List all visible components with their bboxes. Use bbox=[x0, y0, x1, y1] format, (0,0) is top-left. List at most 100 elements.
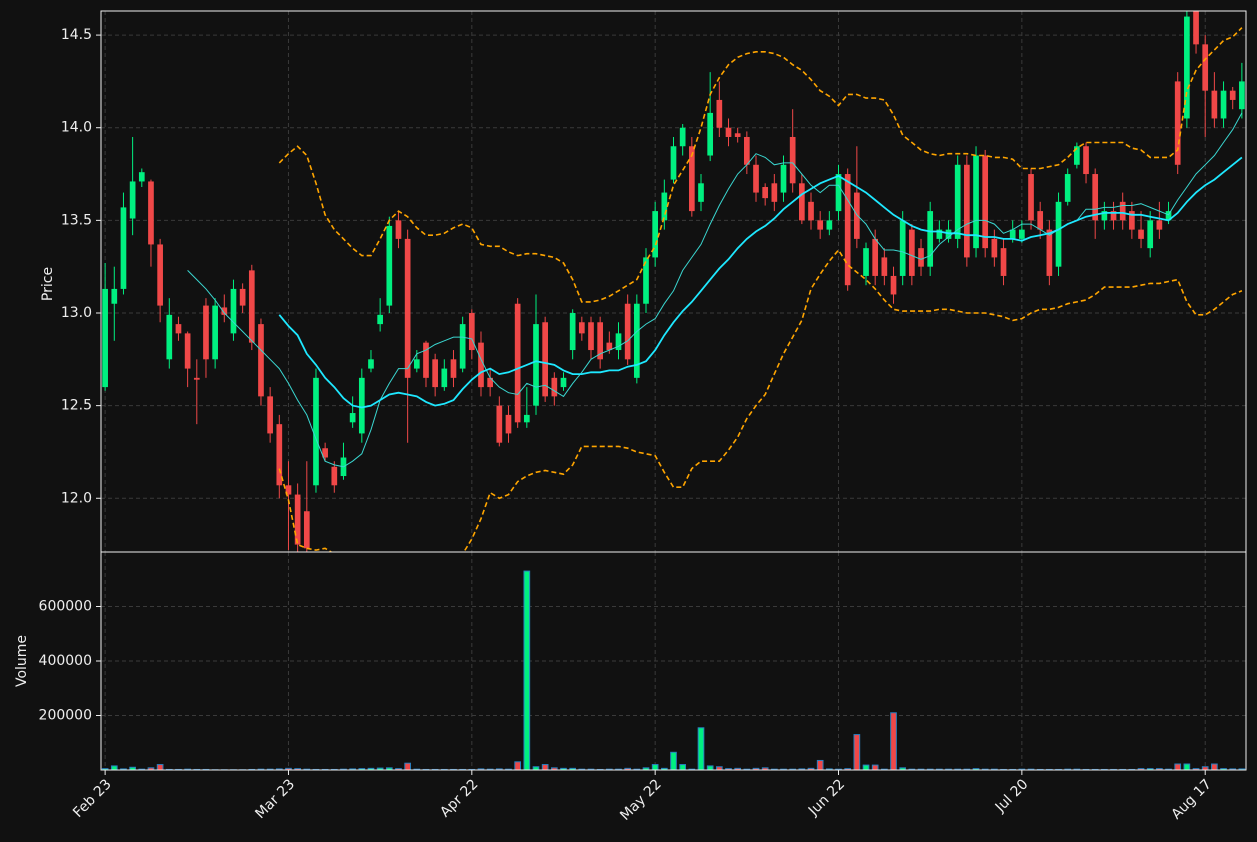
volume-bar bbox=[670, 751, 677, 770]
volume-bar bbox=[376, 767, 384, 770]
candle-body bbox=[102, 288, 108, 388]
y-tick-label: 14.0 bbox=[61, 120, 92, 136]
volume-bar bbox=[1146, 768, 1154, 770]
candle-body bbox=[1019, 229, 1025, 239]
candle-body bbox=[129, 181, 136, 219]
candle-body bbox=[991, 238, 998, 258]
candle-body bbox=[615, 333, 622, 351]
volume-bar bbox=[862, 764, 870, 770]
candle-body bbox=[230, 288, 237, 334]
candle-body bbox=[725, 127, 732, 137]
volume-bar bbox=[899, 767, 907, 770]
overlay-line bbox=[278, 156, 1243, 409]
volume-frame bbox=[100, 551, 1247, 771]
candle-body bbox=[514, 303, 521, 423]
candle-body bbox=[936, 229, 943, 239]
candle-body bbox=[1009, 229, 1016, 239]
candle-body bbox=[688, 146, 695, 212]
candle-body bbox=[1184, 16, 1190, 119]
volume-bar bbox=[816, 759, 824, 770]
candle-body bbox=[487, 377, 493, 388]
candle-body bbox=[1000, 248, 1007, 276]
candle-body bbox=[111, 288, 118, 304]
volume-bar bbox=[697, 727, 705, 770]
candle-body bbox=[560, 377, 567, 388]
candle-body bbox=[982, 155, 989, 249]
volume-bar bbox=[110, 765, 118, 770]
candle-body bbox=[313, 377, 319, 486]
volume-bar bbox=[853, 734, 861, 770]
candle-body bbox=[890, 275, 897, 295]
y-axis-label: Price bbox=[40, 267, 56, 301]
overlay-line bbox=[278, 27, 1243, 303]
volume-bar bbox=[294, 768, 301, 770]
candle-body bbox=[606, 342, 613, 351]
candle-body bbox=[248, 270, 255, 343]
candle-body bbox=[1165, 211, 1172, 221]
volume-bar bbox=[651, 764, 659, 770]
candle-body bbox=[285, 485, 292, 495]
candle-body bbox=[918, 248, 924, 267]
candle-body bbox=[1174, 81, 1181, 165]
volume-bar bbox=[1174, 763, 1182, 770]
candle-body bbox=[1092, 174, 1099, 221]
volume-tick-label: 200000 bbox=[39, 708, 92, 724]
candle-body bbox=[588, 322, 594, 351]
candle-body bbox=[432, 359, 438, 388]
price-panel bbox=[102, 11, 1245, 552]
candle-body bbox=[1156, 220, 1163, 230]
candle-body bbox=[1202, 44, 1209, 91]
candle-body bbox=[349, 413, 356, 423]
volume-axis-label: Volume bbox=[14, 635, 30, 687]
candle-body bbox=[496, 405, 503, 443]
volume-bar bbox=[761, 767, 769, 770]
candle-body bbox=[1147, 220, 1154, 249]
candle-body bbox=[368, 359, 374, 369]
candle-body bbox=[258, 324, 264, 397]
candle-body bbox=[799, 183, 805, 221]
volume-bar bbox=[1137, 768, 1145, 770]
volume-bar bbox=[642, 767, 650, 770]
volume-bar bbox=[395, 768, 402, 770]
candle-body bbox=[221, 307, 228, 315]
candle-body bbox=[1046, 229, 1053, 276]
candle-body bbox=[643, 257, 649, 304]
candle-body bbox=[505, 414, 512, 434]
candle-body bbox=[441, 368, 448, 388]
volume-bar bbox=[890, 712, 897, 770]
candle-body bbox=[597, 322, 604, 360]
volume-bar bbox=[706, 765, 714, 770]
candle-body bbox=[835, 174, 842, 212]
candle-body bbox=[1193, 11, 1199, 45]
volume-bar bbox=[404, 762, 411, 770]
candle-body bbox=[395, 220, 402, 239]
candle-body bbox=[1101, 211, 1108, 221]
candle-body bbox=[1138, 229, 1144, 239]
volume-bar bbox=[101, 768, 109, 770]
candle-body bbox=[120, 207, 127, 289]
candle-body bbox=[450, 359, 457, 378]
y-tick-label: 12.0 bbox=[61, 490, 92, 506]
candle-body bbox=[166, 314, 173, 360]
candle-body bbox=[404, 238, 411, 378]
candle-body bbox=[1028, 174, 1034, 221]
candle-body bbox=[652, 211, 659, 258]
candle-body bbox=[698, 183, 704, 202]
candle-body bbox=[789, 136, 796, 184]
y-tick-label: 14.5 bbox=[61, 27, 92, 43]
candle-body bbox=[267, 396, 273, 434]
candle-body bbox=[1229, 90, 1236, 100]
candle-body bbox=[780, 164, 787, 193]
candle-body bbox=[1083, 146, 1089, 175]
candle-body bbox=[478, 342, 484, 388]
y-tick-label: 12.5 bbox=[61, 398, 92, 414]
volume-bar bbox=[1220, 768, 1227, 770]
candle-body bbox=[276, 424, 283, 486]
candle-body bbox=[716, 99, 723, 128]
volume-bar bbox=[523, 570, 531, 770]
candle-body bbox=[854, 192, 860, 239]
volume-bar bbox=[679, 764, 687, 770]
volume-bar bbox=[550, 767, 558, 770]
candle-body bbox=[193, 377, 200, 380]
volume-bar bbox=[972, 768, 980, 770]
